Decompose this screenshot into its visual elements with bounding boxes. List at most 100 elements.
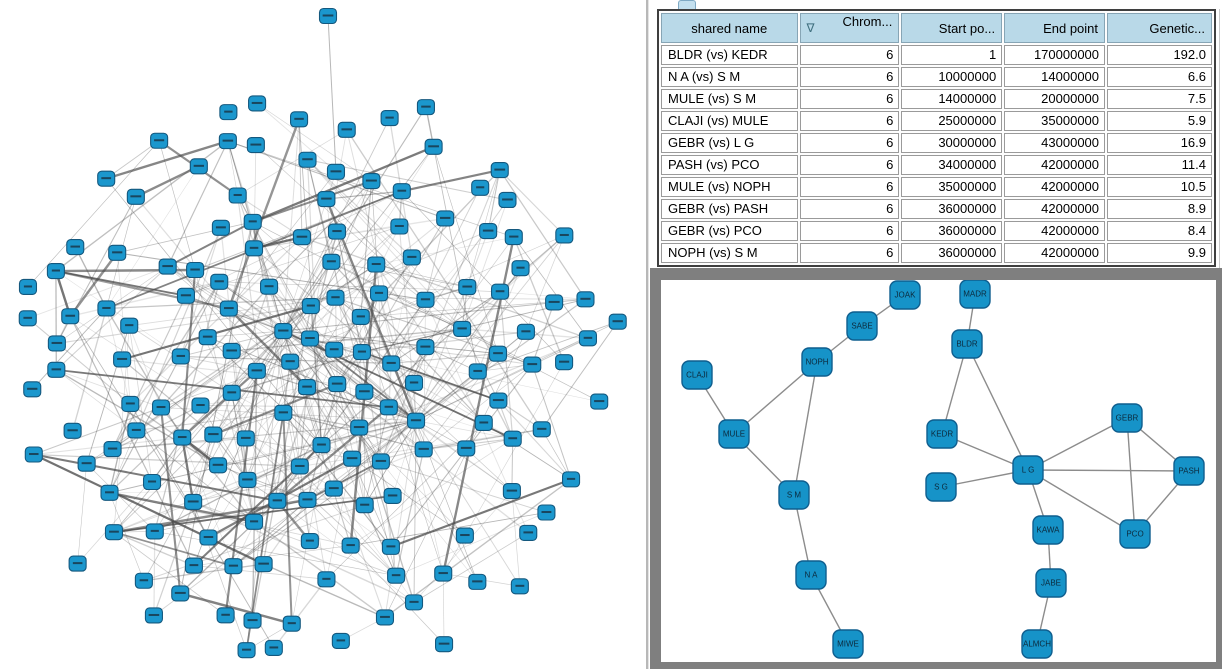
network-edge[interactable] (167, 140, 229, 267)
network-edge[interactable] (200, 405, 248, 481)
column-header-3[interactable]: End point (1004, 13, 1106, 43)
network-edge[interactable] (228, 221, 254, 309)
network-node[interactable] (127, 422, 146, 439)
network-edge[interactable] (283, 330, 363, 353)
network-edge[interactable] (388, 407, 478, 583)
network-edge[interactable] (282, 412, 392, 548)
network-node[interactable] (502, 483, 521, 500)
subnetwork-node-kawa[interactable]: KAWA (1032, 515, 1064, 545)
network-edge[interactable] (531, 364, 572, 480)
network-node[interactable] (103, 440, 122, 458)
network-node[interactable] (268, 492, 287, 509)
network-node[interactable] (142, 473, 162, 491)
network-node[interactable] (367, 256, 386, 273)
network-edge[interactable] (415, 420, 521, 587)
table-row[interactable]: GEBR (vs) PASH 6 36000000 42000000 8.9 (661, 199, 1212, 219)
network-edge[interactable] (252, 180, 372, 223)
network-edge[interactable] (330, 261, 485, 424)
network-edge[interactable] (153, 286, 270, 616)
subnetwork-node-madr[interactable]: MADR (959, 279, 991, 309)
network-edge[interactable] (380, 346, 426, 462)
network-edge[interactable] (298, 119, 322, 446)
network-node[interactable] (375, 609, 395, 626)
network-edge[interactable] (380, 461, 397, 576)
network-node[interactable] (184, 493, 203, 511)
network-edge[interactable] (511, 491, 521, 587)
network-edge[interactable] (334, 297, 338, 385)
network-node[interactable] (47, 335, 66, 352)
network-edge[interactable] (283, 412, 360, 429)
table-cell[interactable]: GEBR (vs) L G (661, 133, 798, 153)
network-edge[interactable] (413, 490, 513, 603)
network-edge[interactable] (231, 350, 248, 480)
network-node[interactable] (414, 441, 433, 458)
network-edge[interactable] (227, 118, 301, 309)
network-edge[interactable] (245, 437, 353, 460)
network-edge[interactable] (135, 165, 200, 198)
network-edge[interactable] (71, 308, 108, 431)
network-edge[interactable] (415, 230, 489, 421)
subnetwork-node-almch[interactable]: ALMCH (1021, 629, 1053, 659)
network-edge[interactable] (252, 221, 284, 332)
network-edge[interactable] (390, 363, 417, 421)
network-node[interactable] (337, 121, 356, 138)
network-edge[interactable] (380, 461, 392, 547)
table-cell[interactable]: 6 (799, 45, 900, 65)
network-edge[interactable] (246, 330, 284, 651)
network-node[interactable] (468, 573, 487, 590)
network-edge[interactable] (219, 281, 284, 332)
network-edge[interactable] (326, 190, 402, 200)
network-node[interactable] (150, 132, 169, 149)
network-edge[interactable] (256, 261, 332, 372)
table-browser-tab[interactable] (678, 0, 696, 9)
network-edge[interactable] (213, 412, 284, 435)
network-edge[interactable] (273, 578, 327, 649)
network-node[interactable] (274, 404, 293, 421)
network-edge[interactable] (336, 231, 392, 364)
network-node[interactable] (455, 527, 474, 544)
subnetwork-node-sabe[interactable]: SABE (846, 311, 878, 341)
network-edge[interactable] (158, 140, 196, 271)
network-edge[interactable] (135, 227, 222, 431)
network-node[interactable] (189, 158, 208, 175)
subnetwork-edge[interactable] (966, 343, 1029, 471)
network-edge[interactable] (192, 350, 232, 503)
network-edge[interactable] (129, 403, 275, 649)
network-node[interactable] (204, 426, 223, 443)
network-edge[interactable] (33, 407, 162, 455)
network-edge[interactable] (358, 316, 362, 428)
network-edge[interactable] (307, 159, 463, 330)
network-node[interactable] (222, 384, 241, 401)
network-node[interactable] (325, 341, 344, 358)
network-edge[interactable] (310, 264, 377, 307)
network-node[interactable] (63, 422, 82, 439)
network-node[interactable] (326, 163, 346, 180)
network-edge[interactable] (113, 531, 234, 567)
network-node[interactable] (254, 556, 273, 573)
network-edge[interactable] (500, 291, 586, 300)
table-cell[interactable]: 36000000 (901, 243, 1003, 263)
network-edge[interactable] (425, 218, 446, 300)
network-edge[interactable] (167, 266, 338, 385)
network-edge[interactable] (282, 330, 386, 618)
network-edge[interactable] (256, 103, 400, 227)
table-cell[interactable]: 6 (799, 221, 900, 241)
table-row[interactable]: N A (vs) S M 6 10000000 14000000 6.6 (661, 67, 1212, 87)
network-edge[interactable] (181, 437, 195, 503)
network-edge[interactable] (425, 230, 489, 300)
table-cell[interactable]: 6 (799, 177, 900, 197)
subnetwork-node-s-g[interactable]: S G (925, 472, 957, 502)
network-edge[interactable] (333, 349, 417, 422)
network-edge[interactable] (371, 181, 380, 294)
table-cell[interactable]: 6 (799, 89, 900, 109)
column-header-1[interactable]: ∇ Chrom... (799, 13, 900, 43)
network-node[interactable] (97, 170, 116, 187)
network-edge[interactable] (380, 460, 547, 513)
table-cell[interactable]: 11.4 (1107, 155, 1212, 175)
network-node[interactable] (243, 213, 262, 230)
network-node[interactable] (387, 567, 406, 584)
network-edge[interactable] (69, 315, 195, 566)
network-edge[interactable] (350, 438, 513, 546)
table-row[interactable]: MULE (vs) S M 6 14000000 20000000 7.5 (661, 89, 1212, 109)
subnetwork-node-claji[interactable]: CLAJI (681, 360, 713, 390)
